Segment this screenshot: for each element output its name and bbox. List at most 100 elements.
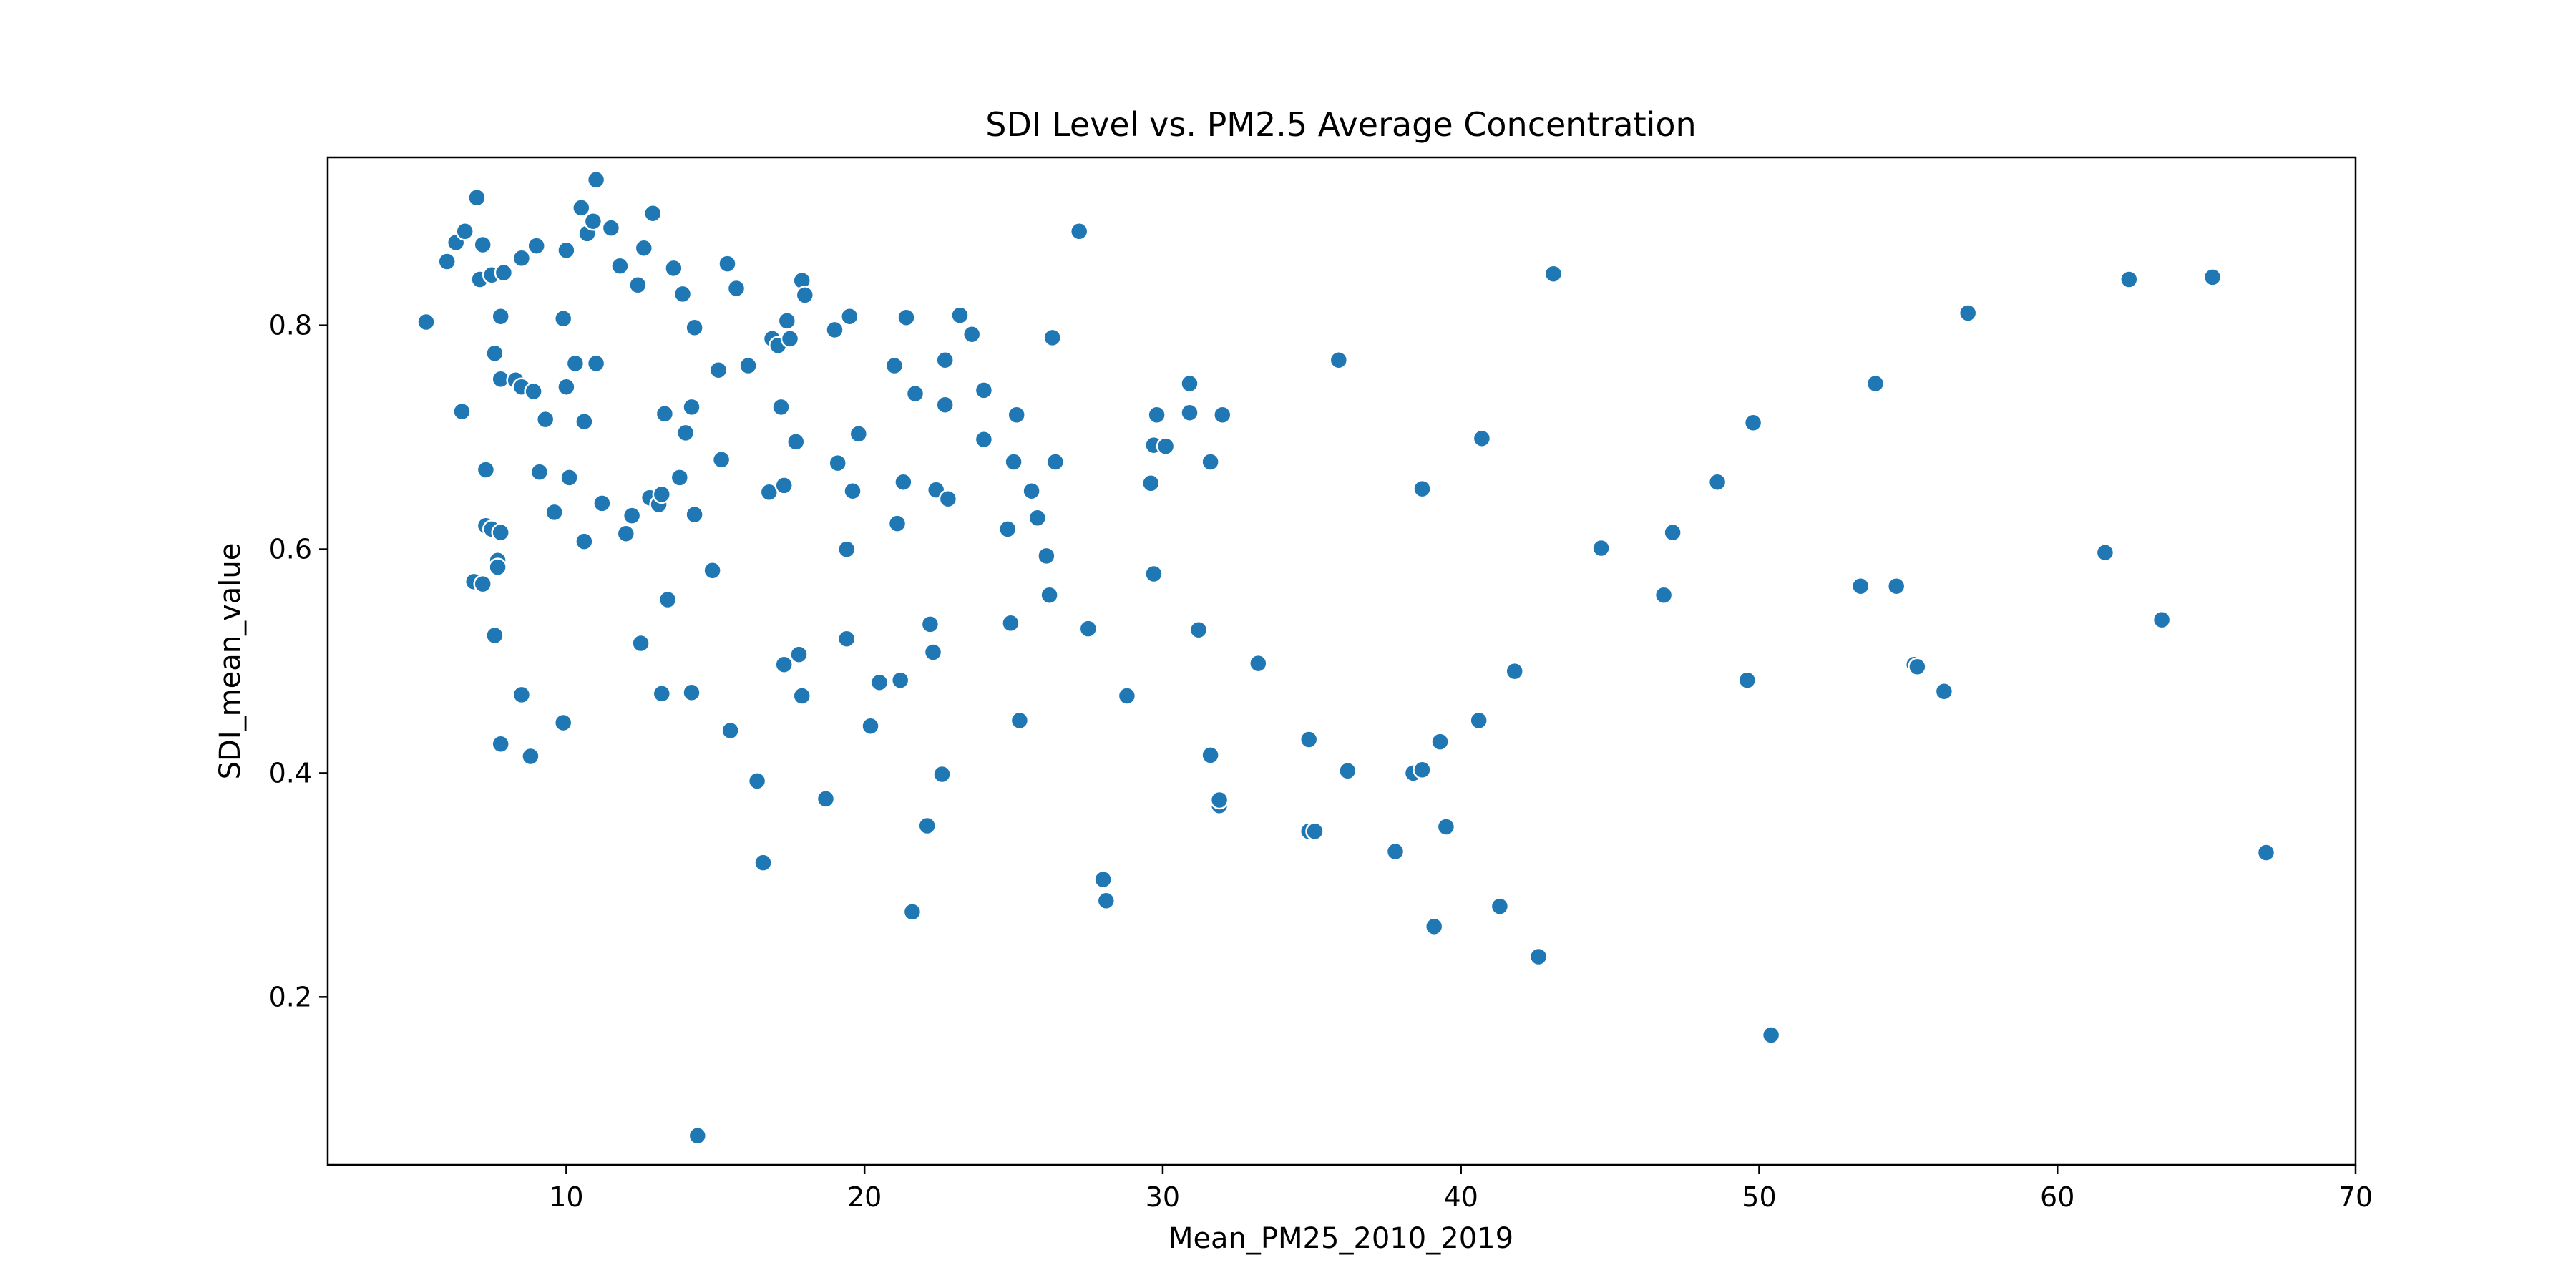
data-point: [1147, 405, 1166, 425]
data-point: [1528, 947, 1548, 967]
data-point: [840, 306, 859, 326]
data-point: [917, 816, 937, 836]
data-point: [1045, 452, 1065, 472]
data-point: [521, 746, 540, 766]
data-point: [557, 377, 576, 396]
data-point: [622, 506, 642, 525]
data-point: [1213, 405, 1232, 425]
data-point: [1001, 613, 1020, 633]
data-point: [1424, 917, 1444, 937]
data-point: [753, 853, 773, 872]
data-point: [935, 350, 955, 370]
data-point: [816, 789, 836, 809]
data-point: [1743, 413, 1763, 433]
data-point: [997, 519, 1018, 539]
data-point: [828, 453, 847, 473]
data-point: [747, 771, 767, 791]
data-point: [1761, 1025, 1781, 1045]
data-point: [718, 254, 737, 273]
data-point: [974, 381, 994, 400]
data-point: [512, 685, 532, 705]
data-point: [974, 429, 994, 449]
data-point: [836, 540, 857, 559]
data-point: [688, 1126, 708, 1146]
data-point: [843, 481, 862, 501]
data-point: [897, 308, 916, 327]
data-point: [1201, 452, 1220, 472]
y-tick-label: 0.2: [269, 981, 312, 1013]
x-tick-label: 60: [2040, 1181, 2074, 1213]
data-point: [652, 684, 672, 703]
data-point: [560, 468, 579, 487]
data-point: [1156, 436, 1176, 456]
data-point: [2202, 268, 2223, 287]
data-point: [1069, 222, 1089, 241]
data-point: [1201, 746, 1220, 765]
data-point: [780, 329, 800, 348]
chart-title: SDI Level vs. PM2.5 Average Concentratio…: [985, 105, 1696, 144]
data-point: [473, 235, 492, 255]
data-point: [491, 306, 510, 326]
data-point: [836, 629, 857, 648]
data-point: [553, 713, 573, 733]
data-point: [467, 188, 487, 208]
data-point: [530, 462, 550, 482]
data-point: [437, 252, 457, 271]
data-point: [890, 670, 910, 690]
data-point: [721, 721, 740, 741]
data-point: [601, 218, 621, 238]
data-point: [643, 203, 663, 223]
data-point: [905, 384, 925, 404]
data-point: [703, 561, 722, 580]
data-point: [485, 625, 504, 645]
data-point: [682, 683, 701, 703]
data-points: [416, 170, 2276, 1146]
plot-frame: [326, 156, 2357, 1166]
data-point: [631, 633, 650, 653]
data-point: [1141, 474, 1161, 493]
data-point: [774, 476, 794, 495]
data-point: [685, 318, 704, 338]
data-point: [920, 615, 940, 634]
data-point: [774, 655, 794, 674]
data-point: [1663, 522, 1682, 542]
data-point: [849, 424, 869, 444]
data-point: [416, 312, 436, 332]
data-point: [616, 524, 636, 543]
x-tick-label: 40: [1444, 1181, 1478, 1213]
data-point: [1004, 452, 1023, 472]
data-point: [1078, 619, 1098, 638]
x-tick-label: 30: [1146, 1181, 1180, 1213]
data-point: [2095, 542, 2115, 562]
data-point: [1299, 730, 1319, 749]
data-point: [1144, 564, 1163, 584]
data-point: [1490, 897, 1510, 916]
data-point: [673, 284, 693, 304]
data-point: [1305, 821, 1324, 841]
data-point: [938, 489, 958, 509]
data-point: [950, 306, 970, 325]
data-point: [1430, 732, 1450, 751]
data-point: [1886, 576, 1906, 596]
data-point: [1189, 620, 1209, 640]
data-point: [1469, 711, 1488, 731]
y-tick-label: 0.4: [269, 757, 312, 789]
data-point: [1505, 661, 1524, 681]
data-point: [610, 256, 630, 276]
data-point: [586, 353, 606, 374]
data-point: [962, 324, 982, 344]
data-point: [1850, 576, 1870, 596]
data-point: [675, 423, 696, 443]
data-point: [491, 734, 510, 754]
data-point: [652, 484, 672, 504]
data-point: [1934, 681, 1954, 701]
data-point: [685, 504, 704, 525]
x-tick-label: 10: [549, 1181, 583, 1213]
data-point: [1028, 508, 1048, 528]
data-point: [711, 450, 731, 469]
data-point: [932, 764, 952, 784]
data-point: [485, 343, 504, 364]
data-point: [476, 460, 496, 479]
data-point: [535, 409, 555, 429]
